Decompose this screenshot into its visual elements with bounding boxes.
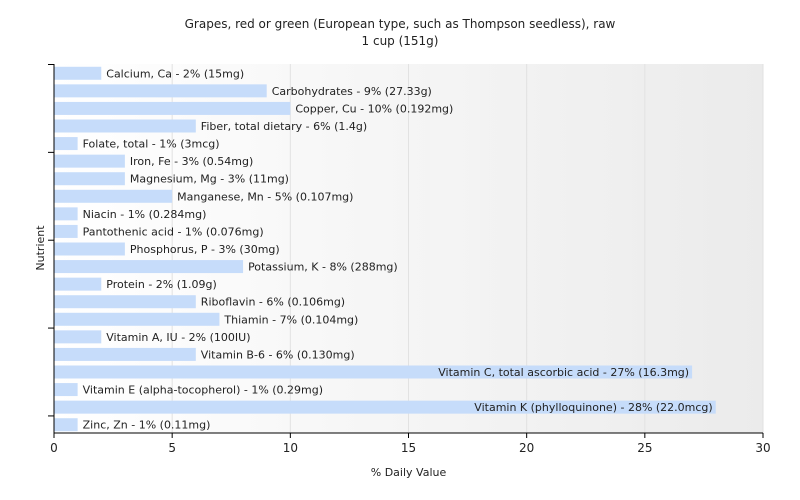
bar-label: Iron, Fe - 3% (0.54mg)	[130, 155, 253, 168]
bar-label: Thiamin - 7% (0.104mg)	[223, 313, 358, 326]
bar	[54, 101, 291, 115]
bar-label: Vitamin E (alpha-tocopherol) - 1% (0.29m…	[83, 384, 323, 397]
bar	[54, 400, 716, 414]
bar	[54, 277, 102, 291]
bar-label: Folate, total - 1% (3mcg)	[83, 138, 220, 151]
x-tick-label: 10	[283, 441, 298, 455]
x-tick-label: 0	[50, 441, 58, 455]
bar-label: Manganese, Mn - 5% (0.107mg)	[177, 190, 353, 203]
bar	[54, 66, 102, 80]
bar-label: Phosphorus, P - 3% (30mg)	[130, 243, 280, 256]
bar	[54, 260, 244, 274]
bar-label: Vitamin B-6 - 6% (0.130mg)	[201, 348, 355, 361]
x-tick-label: 5	[168, 441, 176, 455]
bar	[54, 330, 102, 344]
bar-label: Calcium, Ca - 2% (15mg)	[106, 67, 244, 80]
bar	[54, 365, 693, 379]
bar-label: Potassium, K - 8% (288mg)	[248, 261, 398, 274]
bar-label: Niacin - 1% (0.284mg)	[83, 208, 207, 221]
bar	[54, 347, 196, 361]
bar	[54, 207, 78, 221]
chart-title: Grapes, red or green (European type, suc…	[184, 17, 616, 31]
bar	[54, 242, 125, 256]
bar-label: Pantothenic acid - 1% (0.076mg)	[83, 225, 264, 238]
bar-label: Vitamin K (phylloquinone) - 28% (22.0mcg…	[474, 401, 712, 414]
chart-subtitle: 1 cup (151g)	[361, 34, 439, 48]
x-tick-label: 15	[401, 441, 416, 455]
bar	[54, 137, 78, 151]
bar	[54, 312, 220, 326]
bar	[54, 383, 78, 397]
x-axis-title: % Daily Value	[371, 466, 447, 479]
bar-label: Carbohydrates - 9% (27.33g)	[272, 85, 432, 98]
bar-label: Zinc, Zn - 1% (0.11mg)	[83, 419, 211, 432]
bar	[54, 119, 196, 133]
bar	[54, 224, 78, 238]
bar-label: Vitamin C, total ascorbic acid - 27% (16…	[438, 366, 689, 379]
bar-label: Protein - 2% (1.09g)	[106, 278, 217, 291]
x-tick-label: 30	[755, 441, 770, 455]
bar	[54, 418, 78, 432]
bar	[54, 295, 196, 309]
bar	[54, 172, 125, 186]
x-tick-label: 20	[519, 441, 534, 455]
bar	[54, 154, 125, 168]
y-axis-title: Nutrient	[34, 225, 47, 271]
bar-label: Riboflavin - 6% (0.106mg)	[201, 296, 345, 309]
bar-label: Fiber, total dietary - 6% (1.4g)	[201, 120, 367, 133]
bar	[54, 84, 267, 98]
bar-label: Vitamin A, IU - 2% (100IU)	[106, 331, 250, 344]
x-tick-label: 25	[637, 441, 652, 455]
bar-label: Magnesium, Mg - 3% (11mg)	[130, 173, 289, 186]
bar-label: Copper, Cu - 10% (0.192mg)	[295, 102, 453, 115]
bar	[54, 189, 173, 203]
